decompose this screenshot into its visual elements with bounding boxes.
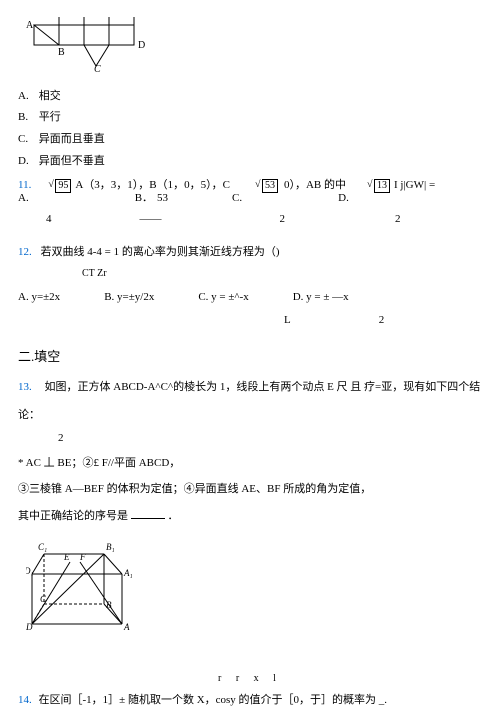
figure-cube: C₁ B₁ D₁ A₁ E F C B D A — [26, 532, 482, 647]
svg-text:D: D — [26, 622, 33, 632]
svg-text:E: E — [63, 552, 70, 562]
q11-bottom-row: 4 —— 2 2 — [18, 210, 482, 229]
q14-number: 14. — [18, 694, 32, 706]
label-A: A — [26, 20, 34, 31]
q13-lun: 论： — [18, 406, 482, 425]
svg-text:C: C — [40, 594, 47, 604]
q13-line: 13. 如图，正方体 ABCD-A^C^的棱长为 1，线段上有两个动点 E 尺 … — [18, 378, 482, 397]
svg-text:C₁: C₁ — [38, 542, 47, 552]
label-D: D — [138, 40, 145, 51]
option-A: A. 相交 — [18, 87, 482, 106]
svg-text:B₁: B₁ — [106, 542, 115, 552]
label-C: C — [94, 64, 101, 74]
section-2-title: 二.填空 — [18, 346, 482, 368]
q14-line: 14. 在区间［-1，1］± 随机取一个数 X，cosy 的值介于［0，于］的概… — [18, 691, 482, 710]
label-B: B — [58, 47, 65, 58]
q13-two: 2 — [58, 429, 482, 448]
q12-opt-A: A. y=±2x — [18, 288, 60, 307]
option-B: B. 平行 — [18, 108, 482, 127]
q12-opt-C: C. y = ±^-x — [198, 288, 248, 307]
q13-number: 13. — [18, 381, 32, 393]
q13-l1: * AC 丄 BE；②£ F//平面 ABCD， — [18, 454, 482, 473]
sqrt-53: 53 — [262, 179, 278, 193]
svg-text:D₁: D₁ — [26, 566, 34, 576]
option-D: D. 异面但不垂直 — [18, 152, 482, 171]
option-C: C. 异面而且垂直 — [18, 130, 482, 149]
q12-opt-D: D. y = ± —x — [293, 288, 349, 307]
q12-number: 12. — [18, 246, 32, 258]
q12-options: A. y=±2x B. y=±y/2x C. y = ±^-x D. y = ±… — [18, 288, 482, 307]
sqrt-95: 95 — [55, 179, 71, 193]
page-footer: r r x l — [18, 670, 482, 687]
svg-text:A: A — [123, 622, 130, 632]
q12-opt-B: B. y=±y/2x — [104, 288, 154, 307]
q13-l3: 其中正确结论的序号是 ． — [18, 507, 482, 526]
sqrt-13: 13 — [374, 179, 390, 193]
q12-sub2: L 2 — [18, 311, 482, 330]
q12-line: 12. 若双曲线 4-4 = 1 的离心率为则其渐近线方程为（) — [18, 243, 482, 262]
svg-text:F: F — [79, 552, 86, 562]
figure-net-diagram: A B C D — [26, 10, 482, 81]
q12-sub: CT Zr — [82, 265, 482, 282]
blank-fill — [131, 509, 165, 519]
svg-text:B: B — [106, 600, 112, 610]
q13-l2: ③三棱锥 A—BEF 的体积为定值；④异面直线 AE、BF 所成的角为定值， — [18, 480, 482, 499]
svg-text:A₁: A₁ — [123, 568, 133, 578]
